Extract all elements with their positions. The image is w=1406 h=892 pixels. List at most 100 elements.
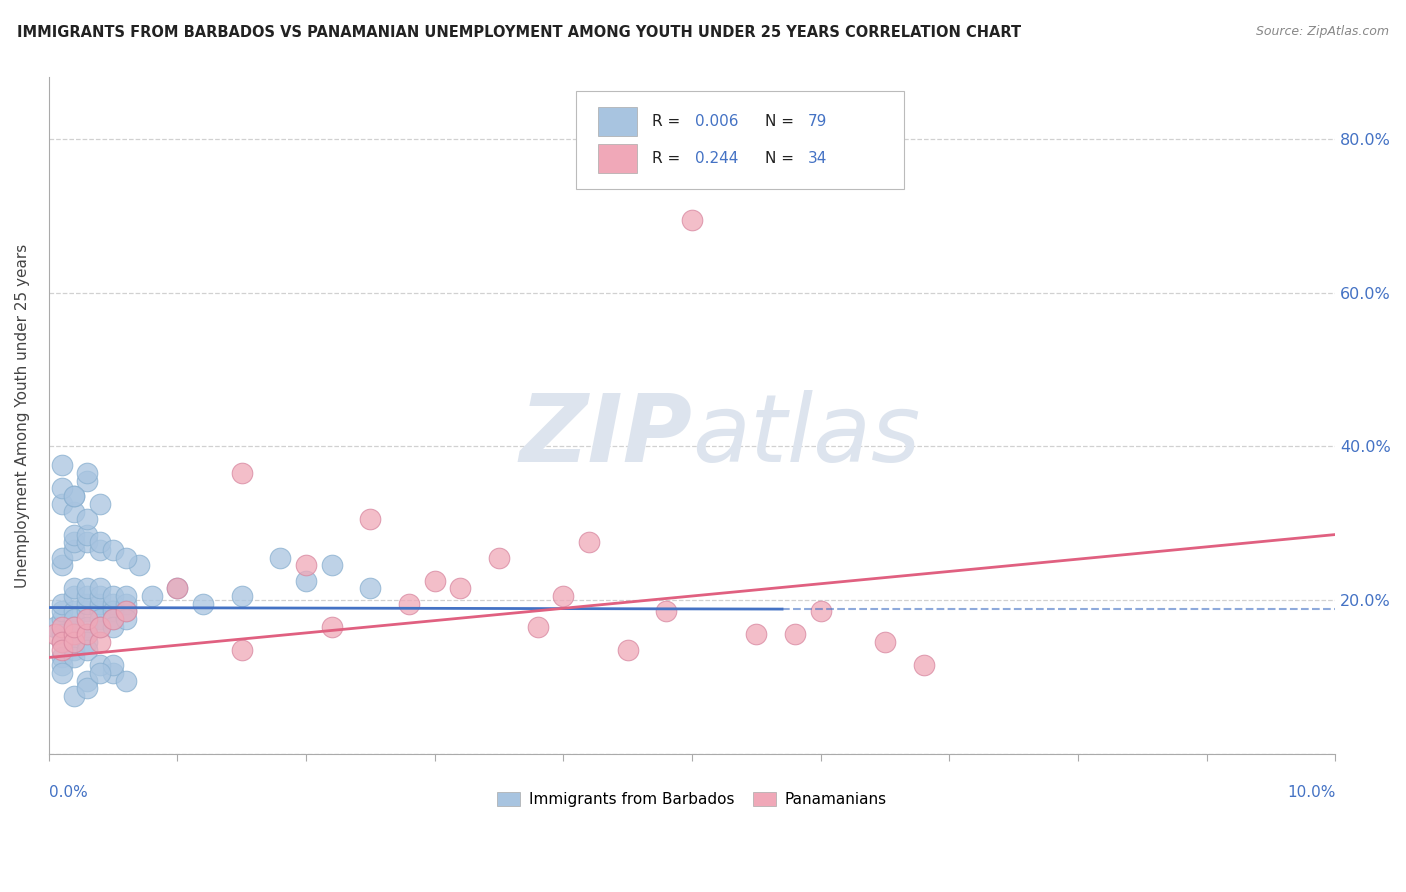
Point — [63, 627, 86, 641]
Point — [51, 550, 73, 565]
Legend: Immigrants from Barbados, Panamanians: Immigrants from Barbados, Panamanians — [491, 786, 893, 814]
Point — [578, 535, 600, 549]
Point — [449, 582, 471, 596]
Point — [488, 550, 510, 565]
Point — [810, 604, 832, 618]
Point — [63, 604, 86, 618]
FancyBboxPatch shape — [576, 91, 904, 189]
Point — [51, 635, 73, 649]
Point — [63, 620, 86, 634]
Point — [76, 527, 98, 541]
Point — [231, 642, 253, 657]
Point — [115, 604, 138, 618]
Point — [89, 604, 111, 618]
Point — [51, 458, 73, 473]
Point — [76, 589, 98, 603]
Point — [101, 665, 124, 680]
Text: N =: N = — [765, 114, 799, 128]
Point — [359, 512, 381, 526]
Point — [423, 574, 446, 588]
Point — [51, 604, 73, 618]
Point — [295, 574, 318, 588]
Text: 0.244: 0.244 — [695, 151, 738, 166]
Point — [76, 673, 98, 688]
Point — [76, 627, 98, 641]
Point — [63, 650, 86, 665]
Point — [553, 589, 575, 603]
Point — [321, 620, 343, 634]
Point — [115, 550, 138, 565]
Point — [76, 681, 98, 696]
Point — [76, 582, 98, 596]
Point — [63, 612, 86, 626]
Point — [76, 535, 98, 549]
Point — [115, 673, 138, 688]
Point — [51, 497, 73, 511]
Point — [616, 642, 638, 657]
Point — [51, 650, 73, 665]
Point — [101, 612, 124, 626]
Point — [76, 597, 98, 611]
Point — [191, 597, 214, 611]
Point — [63, 543, 86, 558]
Point — [76, 635, 98, 649]
Point — [398, 597, 420, 611]
Point — [51, 558, 73, 573]
Point — [115, 597, 138, 611]
Text: 34: 34 — [808, 151, 827, 166]
Point — [63, 489, 86, 503]
Point — [526, 620, 548, 634]
Point — [51, 482, 73, 496]
Point — [89, 597, 111, 611]
Y-axis label: Unemployment Among Youth under 25 years: Unemployment Among Youth under 25 years — [15, 244, 30, 588]
Point — [101, 543, 124, 558]
Point — [681, 212, 703, 227]
Point — [89, 620, 111, 634]
Point — [89, 635, 111, 649]
Text: ZIP: ZIP — [519, 390, 692, 482]
Point — [101, 658, 124, 673]
Point — [89, 589, 111, 603]
Point — [76, 474, 98, 488]
Point — [295, 558, 318, 573]
Point — [63, 527, 86, 541]
Point — [101, 620, 124, 634]
Point — [63, 582, 86, 596]
Point — [89, 582, 111, 596]
Point — [63, 504, 86, 518]
Point — [359, 582, 381, 596]
Point — [115, 604, 138, 618]
FancyBboxPatch shape — [598, 145, 637, 173]
Point — [76, 604, 98, 618]
Point — [89, 620, 111, 634]
Point — [63, 489, 86, 503]
Point — [89, 535, 111, 549]
Text: 10.0%: 10.0% — [1286, 786, 1336, 800]
Point — [166, 582, 188, 596]
Point — [89, 543, 111, 558]
Point — [745, 627, 768, 641]
Point — [44, 620, 66, 634]
Point — [63, 635, 86, 649]
Point — [63, 589, 86, 603]
Point — [655, 604, 678, 618]
Point — [101, 612, 124, 626]
Point — [912, 658, 935, 673]
Point — [89, 612, 111, 626]
Text: atlas: atlas — [692, 391, 921, 482]
Text: R =: R = — [652, 151, 685, 166]
Point — [76, 620, 98, 634]
Point — [51, 635, 73, 649]
Point — [89, 497, 111, 511]
Point — [63, 642, 86, 657]
Point — [63, 535, 86, 549]
Point — [166, 582, 188, 596]
Point — [873, 635, 896, 649]
Point — [101, 604, 124, 618]
Point — [321, 558, 343, 573]
Point — [51, 642, 73, 657]
Text: 0.006: 0.006 — [695, 114, 738, 128]
Point — [44, 627, 66, 641]
Text: Source: ZipAtlas.com: Source: ZipAtlas.com — [1256, 25, 1389, 38]
Text: N =: N = — [765, 151, 799, 166]
